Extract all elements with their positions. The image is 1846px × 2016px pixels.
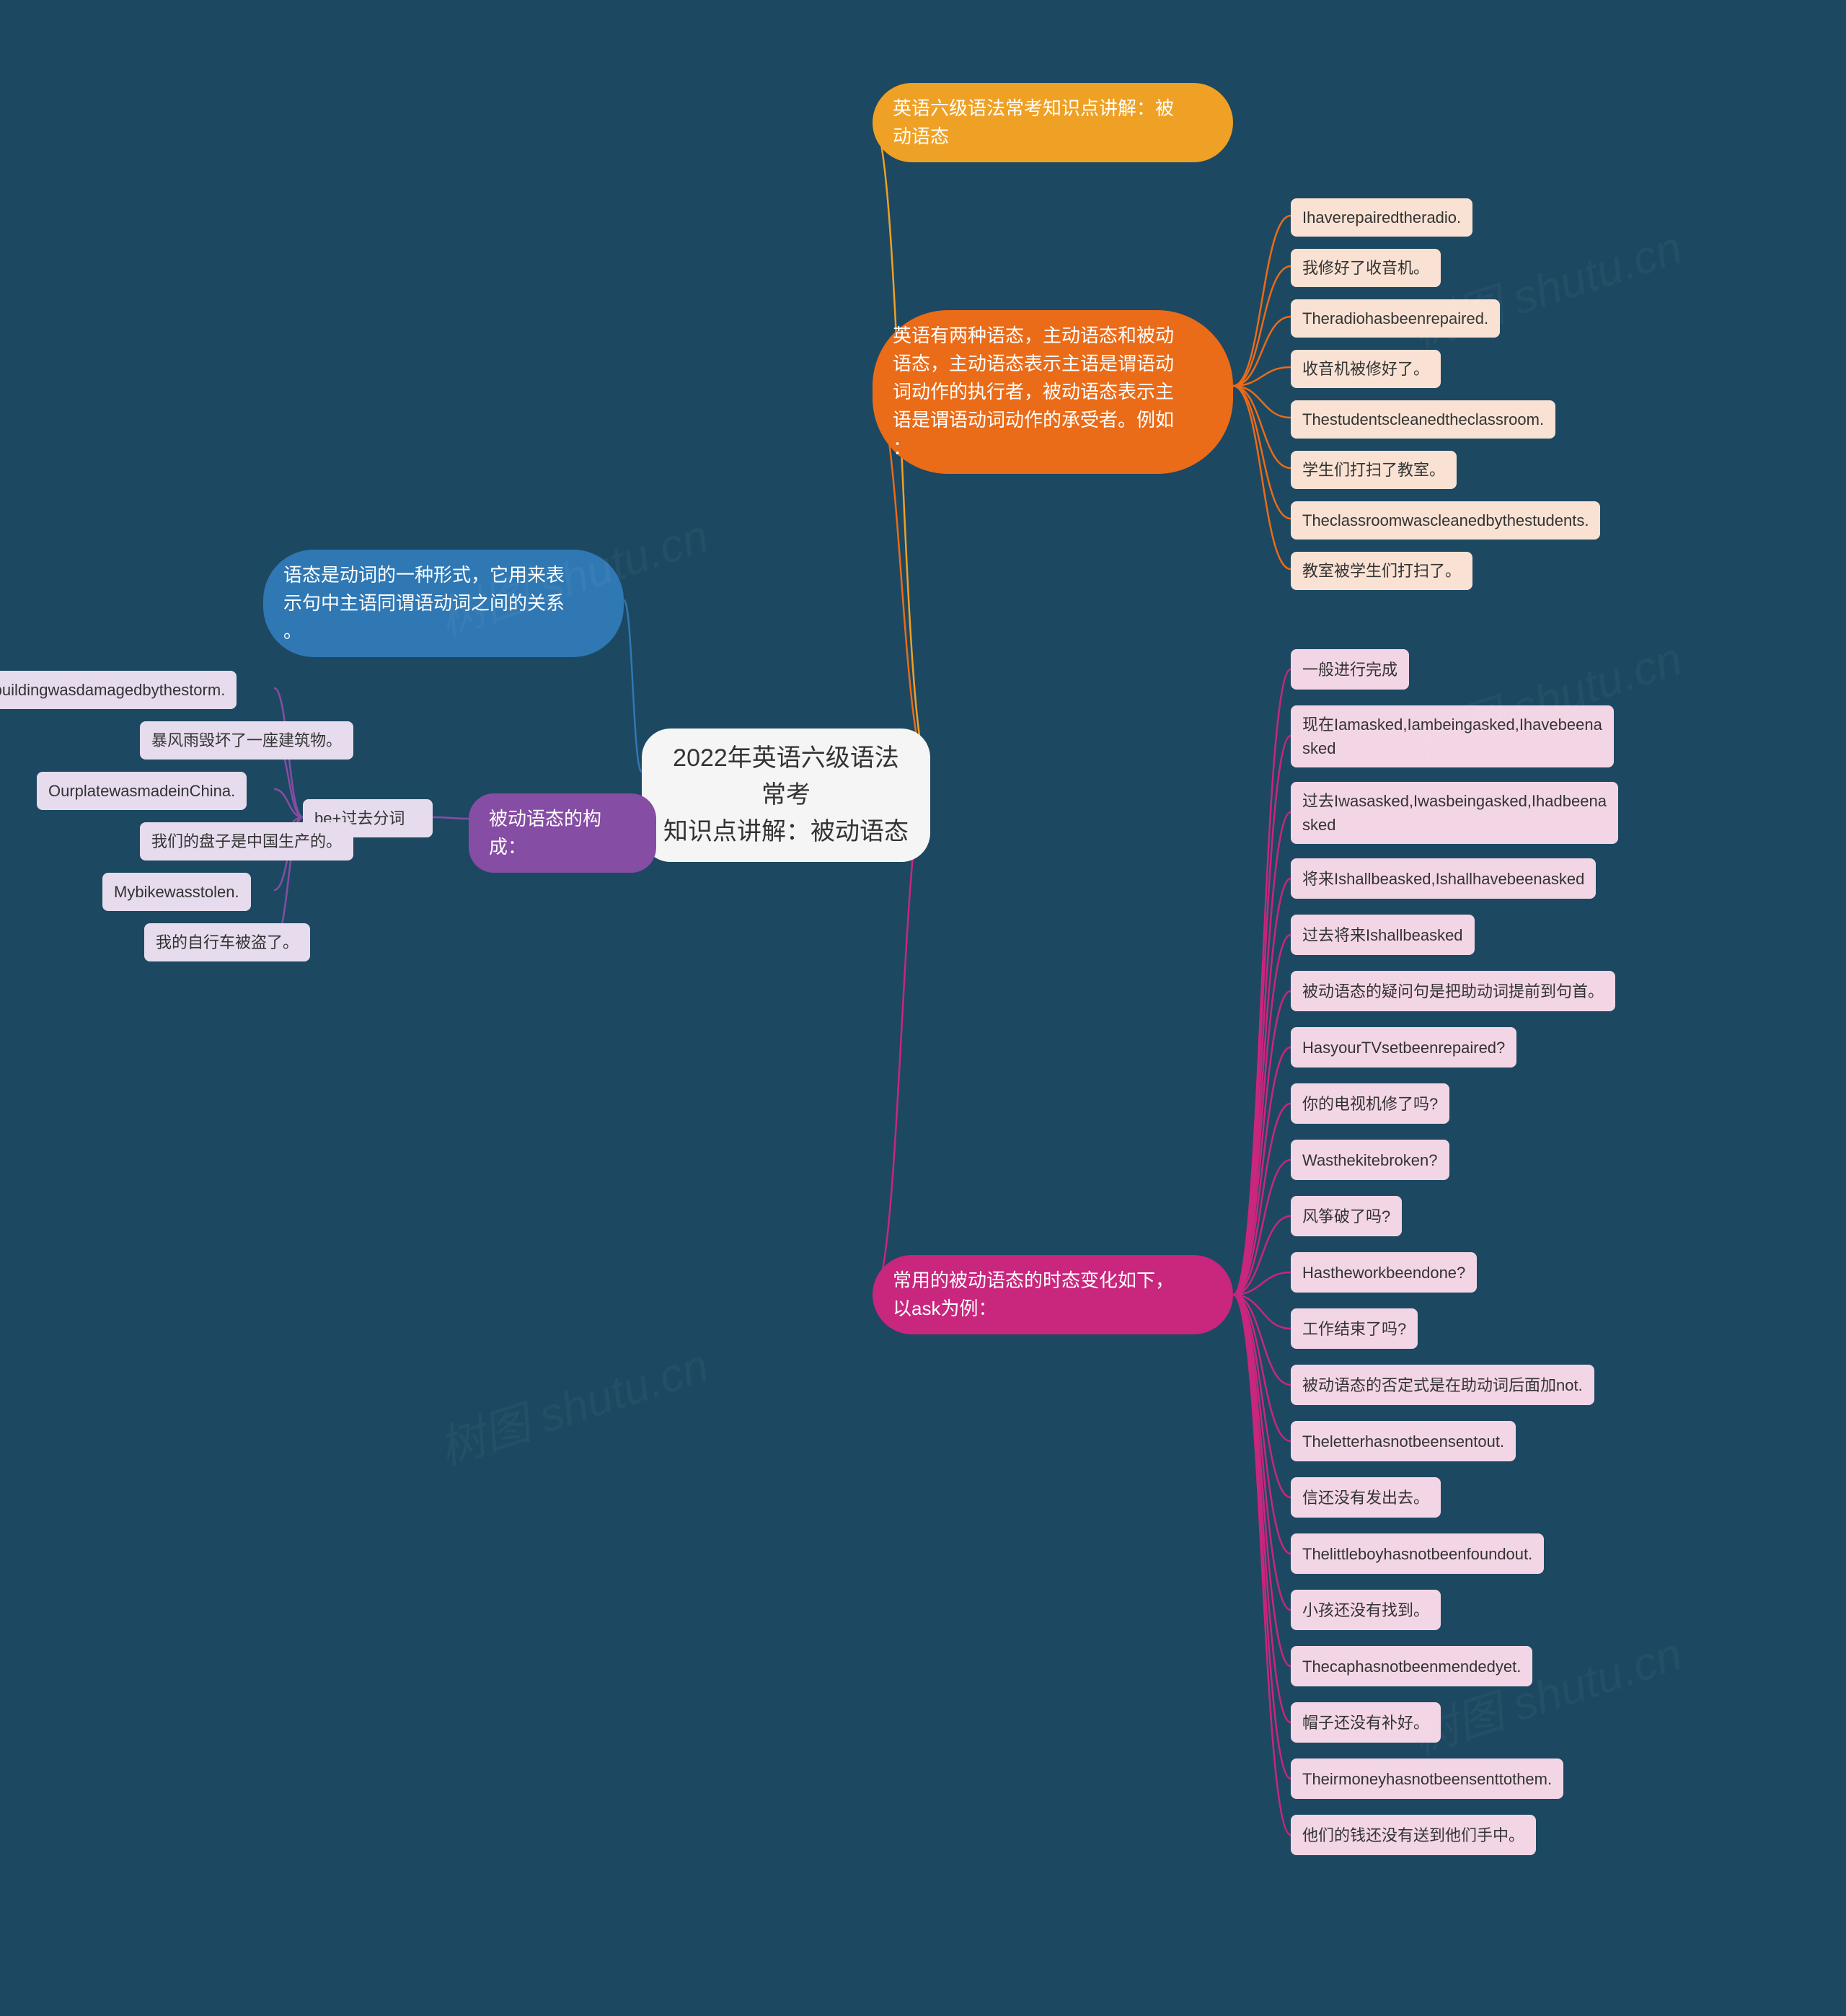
leaf-b3-5[interactable]: 被动语态的疑问句是把助动词提前到句首。 bbox=[1291, 971, 1615, 1011]
branch-b5[interactable]: 被动语态的构成： bbox=[469, 793, 656, 873]
branch-b2[interactable]: 英语有两种语态，主动语态和被动语态，主动语态表示主语是谓语动词动作的执行者，被动… bbox=[873, 310, 1233, 474]
leaf-b2-0[interactable]: Ihaverepairedtheradio. bbox=[1291, 198, 1472, 237]
branch-b4[interactable]: 语态是动词的一种形式，它用来表示句中主语同谓语动词之间的关系。 bbox=[263, 550, 624, 657]
leaf-b5-3[interactable]: 我们的盘子是中国生产的。 bbox=[140, 822, 353, 860]
leaf-b3-11[interactable]: 工作结束了吗? bbox=[1291, 1308, 1418, 1349]
leaf-b3-3[interactable]: 将来Ishallbeasked,Ishallhavebeenasked bbox=[1291, 858, 1596, 899]
leaf-b5-4[interactable]: Mybikewasstolen. bbox=[102, 873, 251, 911]
leaf-b5-1[interactable]: 暴风雨毁坏了一座建筑物。 bbox=[140, 721, 353, 760]
leaf-b3-13[interactable]: Theletterhasnotbeensentout. bbox=[1291, 1421, 1516, 1461]
leaf-b3-6[interactable]: HasyourTVsetbeenrepaired? bbox=[1291, 1027, 1516, 1068]
leaf-b3-17[interactable]: Thecaphasnotbeenmendedyet. bbox=[1291, 1646, 1532, 1686]
watermark-4: 树图 shutu.cn bbox=[1403, 1617, 1689, 1766]
leaf-b3-2[interactable]: 过去Iwasasked,Iwasbeingasked,Ihadbeenasked bbox=[1291, 782, 1618, 844]
watermark-3: 树图 shutu.cn bbox=[429, 1329, 715, 1478]
leaf-b3-14[interactable]: 信还没有发出去。 bbox=[1291, 1477, 1441, 1518]
branch-b3[interactable]: 常用的被动语态的时态变化如下，以ask为例： bbox=[873, 1255, 1233, 1334]
leaf-b3-16[interactable]: 小孩还没有找到。 bbox=[1291, 1590, 1441, 1630]
leaf-b5-0[interactable]: Abuildingwasdamagedbythestorm. bbox=[0, 671, 237, 709]
leaf-b3-7[interactable]: 你的电视机修了吗? bbox=[1291, 1083, 1449, 1124]
leaf-b3-19[interactable]: Theirmoneyhasnotbeensenttothem. bbox=[1291, 1759, 1563, 1799]
leaf-b2-4[interactable]: Thestudentscleanedtheclassroom. bbox=[1291, 400, 1555, 439]
leaf-b3-20[interactable]: 他们的钱还没有送到他们手中。 bbox=[1291, 1815, 1536, 1855]
mindmap-canvas: 2022年英语六级语法常考知识点讲解：被动语态 英语六级语法常考知识点讲解：被动语… bbox=[0, 0, 1846, 2016]
root-node[interactable]: 2022年英语六级语法常考知识点讲解：被动语态 bbox=[642, 729, 930, 862]
leaf-b2-2[interactable]: Theradiohasbeenrepaired. bbox=[1291, 299, 1500, 338]
leaf-b3-0[interactable]: 一般进行完成 bbox=[1291, 649, 1409, 690]
leaf-b2-3[interactable]: 收音机被修好了。 bbox=[1291, 350, 1441, 388]
leaf-b2-1[interactable]: 我修好了收音机。 bbox=[1291, 249, 1441, 287]
leaf-b3-10[interactable]: Hastheworkbeendone? bbox=[1291, 1252, 1477, 1293]
leaf-b3-1[interactable]: 现在Iamasked,Iambeingasked,Ihavebeenasked bbox=[1291, 705, 1614, 767]
leaf-b3-12[interactable]: 被动语态的否定式是在助动词后面加not. bbox=[1291, 1365, 1594, 1405]
leaf-b3-9[interactable]: 风筝破了吗? bbox=[1291, 1196, 1402, 1236]
branch-b1[interactable]: 英语六级语法常考知识点讲解：被动语态 bbox=[873, 83, 1233, 162]
leaf-b5-5[interactable]: 我的自行车被盗了。 bbox=[144, 923, 310, 961]
leaf-b2-7[interactable]: 教室被学生们打扫了。 bbox=[1291, 552, 1472, 590]
leaf-b3-15[interactable]: Thelittleboyhasnotbeenfoundout. bbox=[1291, 1533, 1544, 1574]
leaf-b3-4[interactable]: 过去将来Ishallbeasked bbox=[1291, 915, 1475, 955]
leaf-b3-18[interactable]: 帽子还没有补好。 bbox=[1291, 1702, 1441, 1743]
leaf-b2-6[interactable]: Theclassroomwascleanedbythestudents. bbox=[1291, 501, 1600, 540]
leaf-b2-5[interactable]: 学生们打扫了教室。 bbox=[1291, 451, 1457, 489]
leaf-b3-8[interactable]: Wasthekitebroken? bbox=[1291, 1140, 1449, 1180]
leaf-b5-2[interactable]: OurplatewasmadeinChina. bbox=[37, 772, 247, 810]
